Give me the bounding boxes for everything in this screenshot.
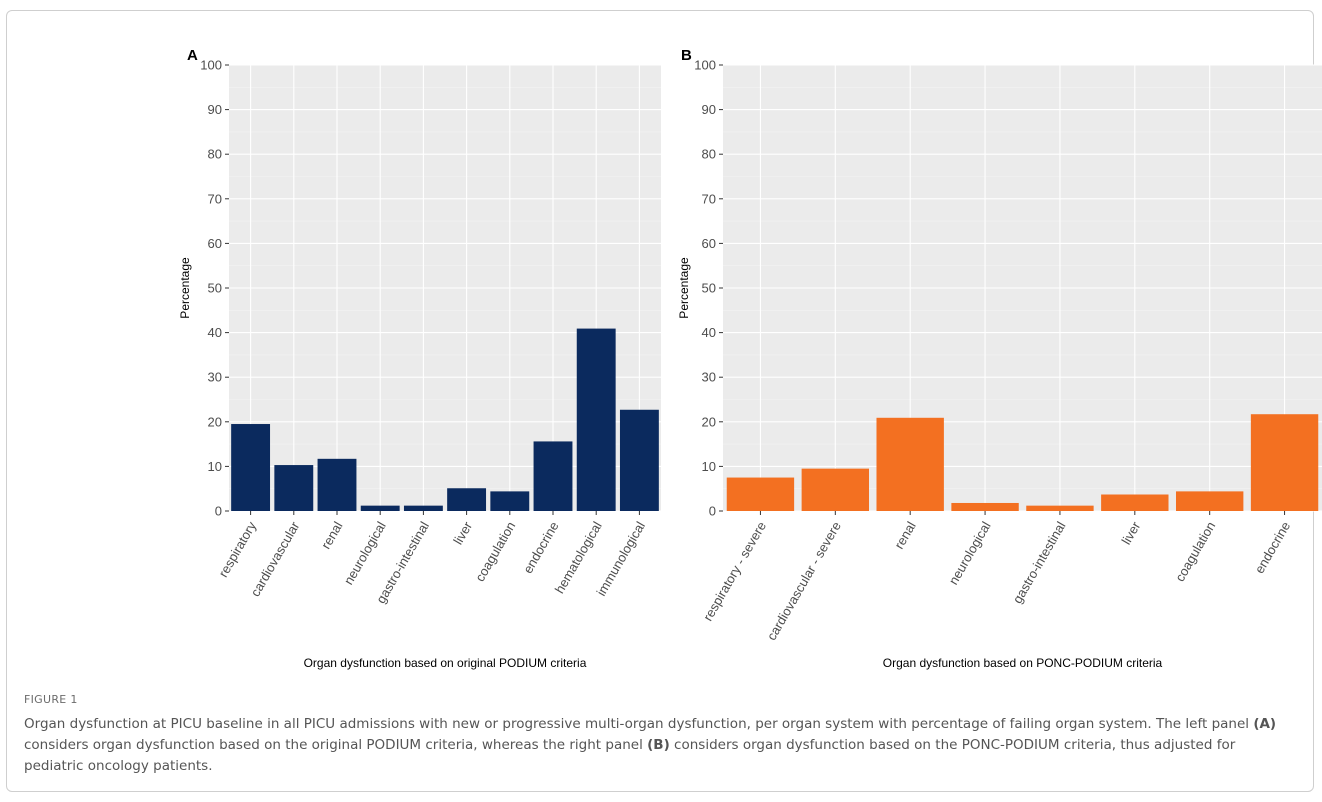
bar-renal: [317, 458, 357, 511]
panel-letter-b: B: [681, 47, 692, 64]
y-tick-label: 100: [200, 58, 222, 73]
x-tick-label: endocrine: [1252, 519, 1294, 576]
y-tick-label: 30: [702, 370, 716, 385]
caption-ref-a: (A): [1253, 716, 1277, 732]
caption-ref-b: (B): [647, 737, 670, 753]
y-tick-label: 10: [208, 459, 222, 474]
bar-liver: [447, 488, 487, 511]
x-axis-title: Organ dysfunction based on PONC-PODIUM c…: [883, 656, 1163, 670]
y-tick-label: 20: [702, 414, 716, 429]
y-tick-label: 70: [208, 191, 222, 206]
x-axis-title: Organ dysfunction based on original PODI…: [304, 656, 587, 670]
figure-caption: Organ dysfunction at PICU baseline in al…: [24, 714, 1294, 777]
x-tick-label: endocrine: [520, 519, 562, 576]
y-tick-label: 30: [208, 370, 222, 385]
bar-cardiovascular-severe: [801, 468, 870, 511]
bar-liver: [1101, 494, 1169, 511]
x-tick-label: respiratory - severe: [700, 519, 769, 623]
caption-text-2: considers organ dysfunction based on the…: [24, 737, 648, 753]
y-tick-label: 70: [702, 191, 716, 206]
bar-endocrine: [1250, 414, 1319, 511]
bar-endocrine: [533, 441, 573, 511]
x-tick-label: liver: [1118, 518, 1143, 547]
bar-respiratory-severe: [726, 477, 795, 511]
y-tick-label: 90: [208, 102, 222, 117]
y-tick-label: 0: [215, 504, 222, 519]
x-tick-label: coagulation: [472, 519, 518, 584]
y-tick-label: 10: [702, 459, 716, 474]
bar-renal: [876, 417, 944, 511]
y-tick-label: 100: [694, 58, 716, 73]
y-tick-label: 0: [709, 504, 716, 519]
bar-cardiovascular: [274, 465, 314, 511]
x-tick-label: neurological: [946, 519, 994, 587]
panel-letter-a: A: [187, 47, 198, 64]
bar-hematological: [576, 328, 616, 511]
figure-label: FIGURE 1: [24, 693, 78, 706]
y-tick-label: 80: [702, 147, 716, 162]
x-tick-label: cardiovascular - severe: [764, 519, 844, 643]
bar-coagulation: [1175, 491, 1244, 511]
bar-coagulation: [490, 491, 530, 511]
bar-gastro-intestinal: [403, 505, 443, 511]
y-tick-label: 60: [702, 236, 716, 251]
y-tick-label: 50: [208, 281, 222, 296]
y-tick-label: 20: [208, 414, 222, 429]
bar-neurological: [360, 505, 400, 511]
x-tick-label: gastro-intestinal: [1010, 519, 1069, 606]
bar-respiratory: [231, 424, 271, 511]
x-tick-label: neurological: [341, 519, 389, 587]
x-tick-label: liver: [450, 518, 475, 547]
caption-text-1: Organ dysfunction at PICU baseline in al…: [24, 716, 1254, 732]
bar-neurological: [951, 502, 1019, 511]
chart-panel-a: 0102030405060708090100respiratorycardiov…: [178, 47, 661, 670]
x-tick-label: renal: [891, 519, 918, 552]
bar-immunological: [619, 409, 659, 511]
y-tick-label: 50: [702, 281, 716, 296]
y-axis-title: Percentage: [677, 257, 691, 319]
y-tick-label: 90: [702, 102, 716, 117]
y-axis-title: Percentage: [178, 257, 192, 319]
bar-gastro-intestinal: [1026, 505, 1094, 511]
y-tick-label: 40: [702, 325, 716, 340]
x-tick-label: coagulation: [1172, 519, 1218, 584]
y-tick-label: 40: [208, 325, 222, 340]
chart-panel-b: 0 10 20 30 40 50 60 70 80 90 100 respiratory - seve…: [677, 47, 1322, 670]
x-tick-label: renal: [318, 519, 345, 552]
caption-text-3: considers organ dysfunction based on the…: [24, 737, 1236, 774]
x-tick-label: respiratory: [215, 519, 259, 580]
y-tick-label: 80: [208, 147, 222, 162]
y-tick-label: 60: [208, 236, 222, 251]
